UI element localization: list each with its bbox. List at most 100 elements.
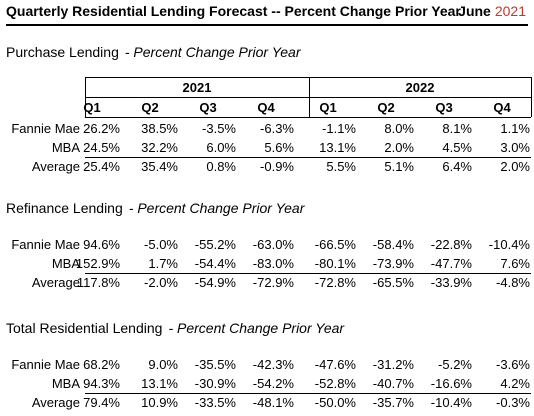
- data-cell: -16.6%: [430, 376, 472, 391]
- data-cell: -52.8%: [314, 376, 356, 391]
- data-cell: -47.6%: [314, 357, 356, 372]
- data-cell: -65.5%: [372, 275, 414, 290]
- data-cell: 7.6%: [500, 256, 530, 271]
- data-cell: 24.5%: [83, 140, 120, 155]
- quarter-header: Q1: [319, 100, 337, 115]
- quarter-header: Q4: [493, 100, 511, 115]
- data-cell: 152.9%: [75, 256, 120, 271]
- report-title: Quarterly Residential Lending Forecast -…: [6, 3, 461, 19]
- data-cell: -0.9%: [260, 159, 294, 174]
- data-cell: -33.5%: [194, 395, 236, 410]
- data-cell: -40.7%: [372, 376, 414, 391]
- data-cell: 13.1%: [319, 140, 356, 155]
- data-cell: -33.9%: [430, 275, 472, 290]
- data-cell: 6.0%: [206, 140, 236, 155]
- data-cell: -30.9%: [194, 376, 236, 391]
- data-cell: -50.0%: [314, 395, 356, 410]
- quarter-header: Q2: [141, 100, 159, 115]
- data-cell: 1.1%: [500, 121, 530, 136]
- data-cell: -63.0%: [252, 237, 294, 252]
- data-cell: 2.0%: [500, 159, 530, 174]
- data-cell: -66.5%: [314, 237, 356, 252]
- data-cell: 6.4%: [442, 159, 472, 174]
- data-cell: -83.0%: [252, 256, 294, 271]
- quarter-header: Q1: [83, 100, 101, 115]
- section-name: Total Residential Lending: [6, 320, 163, 336]
- data-cell: 5.6%: [264, 140, 294, 155]
- data-cell: -58.4%: [372, 237, 414, 252]
- row-label: Fannie Mae: [11, 357, 80, 372]
- data-cell: -31.2%: [372, 357, 414, 372]
- row-label: MBA: [51, 140, 80, 155]
- row-label: MBA: [51, 256, 80, 271]
- data-cell: -10.4%: [430, 395, 472, 410]
- data-cell: 10.9%: [141, 395, 178, 410]
- data-cell: -3.6%: [496, 357, 530, 372]
- data-cell: -10.4%: [488, 237, 530, 252]
- average-divider: [85, 157, 531, 158]
- data-cell: 1.7%: [148, 256, 178, 271]
- data-cell: 4.2%: [500, 376, 530, 391]
- data-cell: 8.1%: [442, 121, 472, 136]
- table-right-border: [531, 77, 532, 117]
- section-subtitle: - Percent Change Prior Year: [128, 200, 305, 216]
- data-cell: 2.0%: [384, 140, 414, 155]
- data-cell: -35.7%: [372, 395, 414, 410]
- data-cell: -22.8%: [430, 237, 472, 252]
- data-cell: -1.1%: [322, 121, 356, 136]
- data-cell: -3.5%: [202, 121, 236, 136]
- data-cell: 9.0%: [148, 357, 178, 372]
- data-cell: -54.2%: [252, 376, 294, 391]
- row-label: Average: [31, 275, 80, 290]
- data-cell: -2.0%: [144, 275, 178, 290]
- data-cell: -72.8%: [314, 275, 356, 290]
- data-cell: 8.0%: [384, 121, 414, 136]
- data-cell: 94.6%: [83, 237, 120, 252]
- section-name: Refinance Lending: [6, 200, 123, 216]
- year-header: 2021: [182, 80, 212, 95]
- report-month: June: [458, 3, 491, 19]
- row-label: Average: [31, 395, 80, 410]
- data-cell: 26.2%: [83, 121, 120, 136]
- row-label: Fannie Mae: [11, 121, 80, 136]
- average-divider: [85, 393, 531, 394]
- quarter-header-bottom: [85, 117, 531, 118]
- data-cell: -35.5%: [194, 357, 236, 372]
- quarter-header: Q4: [257, 100, 275, 115]
- data-cell: 35.4%: [141, 159, 178, 174]
- year-split-border: [309, 77, 310, 117]
- section-title: Refinance Lending - Percent Change Prior …: [6, 200, 304, 216]
- data-cell: -0.3%: [496, 395, 530, 410]
- row-label: MBA: [51, 376, 80, 391]
- section-subtitle: - Percent Change Prior Year: [124, 44, 301, 60]
- report-year: 2021: [494, 3, 526, 19]
- year-header-divider: [85, 97, 531, 98]
- quarter-header: Q2: [377, 100, 395, 115]
- data-cell: 5.5%: [326, 159, 356, 174]
- data-cell: 25.4%: [83, 159, 120, 174]
- quarter-header: Q3: [435, 100, 453, 115]
- data-cell: 94.3%: [83, 376, 120, 391]
- section-subtitle: - Percent Change Prior Year: [168, 320, 345, 336]
- data-cell: 32.2%: [141, 140, 178, 155]
- data-cell: -5.0%: [144, 237, 178, 252]
- average-divider: [85, 273, 531, 274]
- data-cell: 4.5%: [442, 140, 472, 155]
- data-cell: -6.3%: [260, 121, 294, 136]
- data-cell: 0.8%: [206, 159, 236, 174]
- report-header: Quarterly Residential Lending Forecast -…: [6, 0, 528, 26]
- year-header: 2022: [405, 80, 435, 95]
- section-name: Purchase Lending: [6, 44, 119, 60]
- data-cell: -73.9%: [372, 256, 414, 271]
- row-label: Average: [31, 159, 80, 174]
- quarter-header: Q3: [199, 100, 217, 115]
- section-title: Purchase Lending - Percent Change Prior Y…: [6, 44, 301, 60]
- data-cell: 5.1%: [384, 159, 414, 174]
- data-cell: 3.0%: [500, 140, 530, 155]
- data-cell: -54.9%: [194, 275, 236, 290]
- table-top-border: [85, 77, 531, 78]
- data-cell: -55.2%: [194, 237, 236, 252]
- data-cell: 13.1%: [141, 376, 178, 391]
- table-left-border: [85, 77, 86, 117]
- data-cell: -5.2%: [438, 357, 472, 372]
